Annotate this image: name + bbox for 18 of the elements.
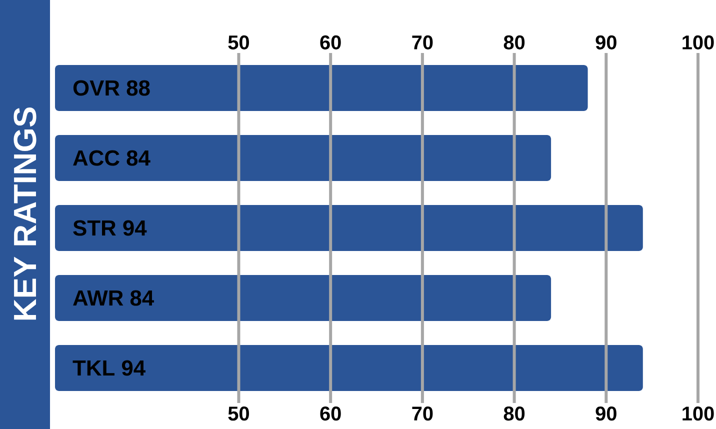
y-tick-label: TKL 94: [72, 360, 146, 376]
x-tick-label: 50: [228, 406, 249, 421]
y-tick-label: AWR 84: [73, 290, 154, 306]
x2-tick-label: 90: [596, 35, 616, 50]
x2-tick-label: 80: [504, 35, 525, 50]
text: KEY RATINGS: [14, 107, 36, 320]
x2-tick-label: 100: [682, 35, 714, 50]
y-tick-label: STR 94: [73, 220, 147, 236]
x-tick-label: 100: [682, 406, 714, 421]
x-tick-label: 80: [504, 406, 525, 421]
x2-tick-label: 70: [412, 35, 433, 50]
y-tick-label: OVR 88: [73, 80, 150, 96]
x-tick-label: 90: [596, 406, 616, 421]
x2-tick-label: 50: [228, 35, 249, 50]
y-tick-label: ACC 84: [73, 150, 150, 166]
x-tick-label: 60: [320, 406, 341, 421]
x2-tick-label: 60: [320, 35, 341, 50]
x-tick-label: 70: [412, 406, 433, 421]
